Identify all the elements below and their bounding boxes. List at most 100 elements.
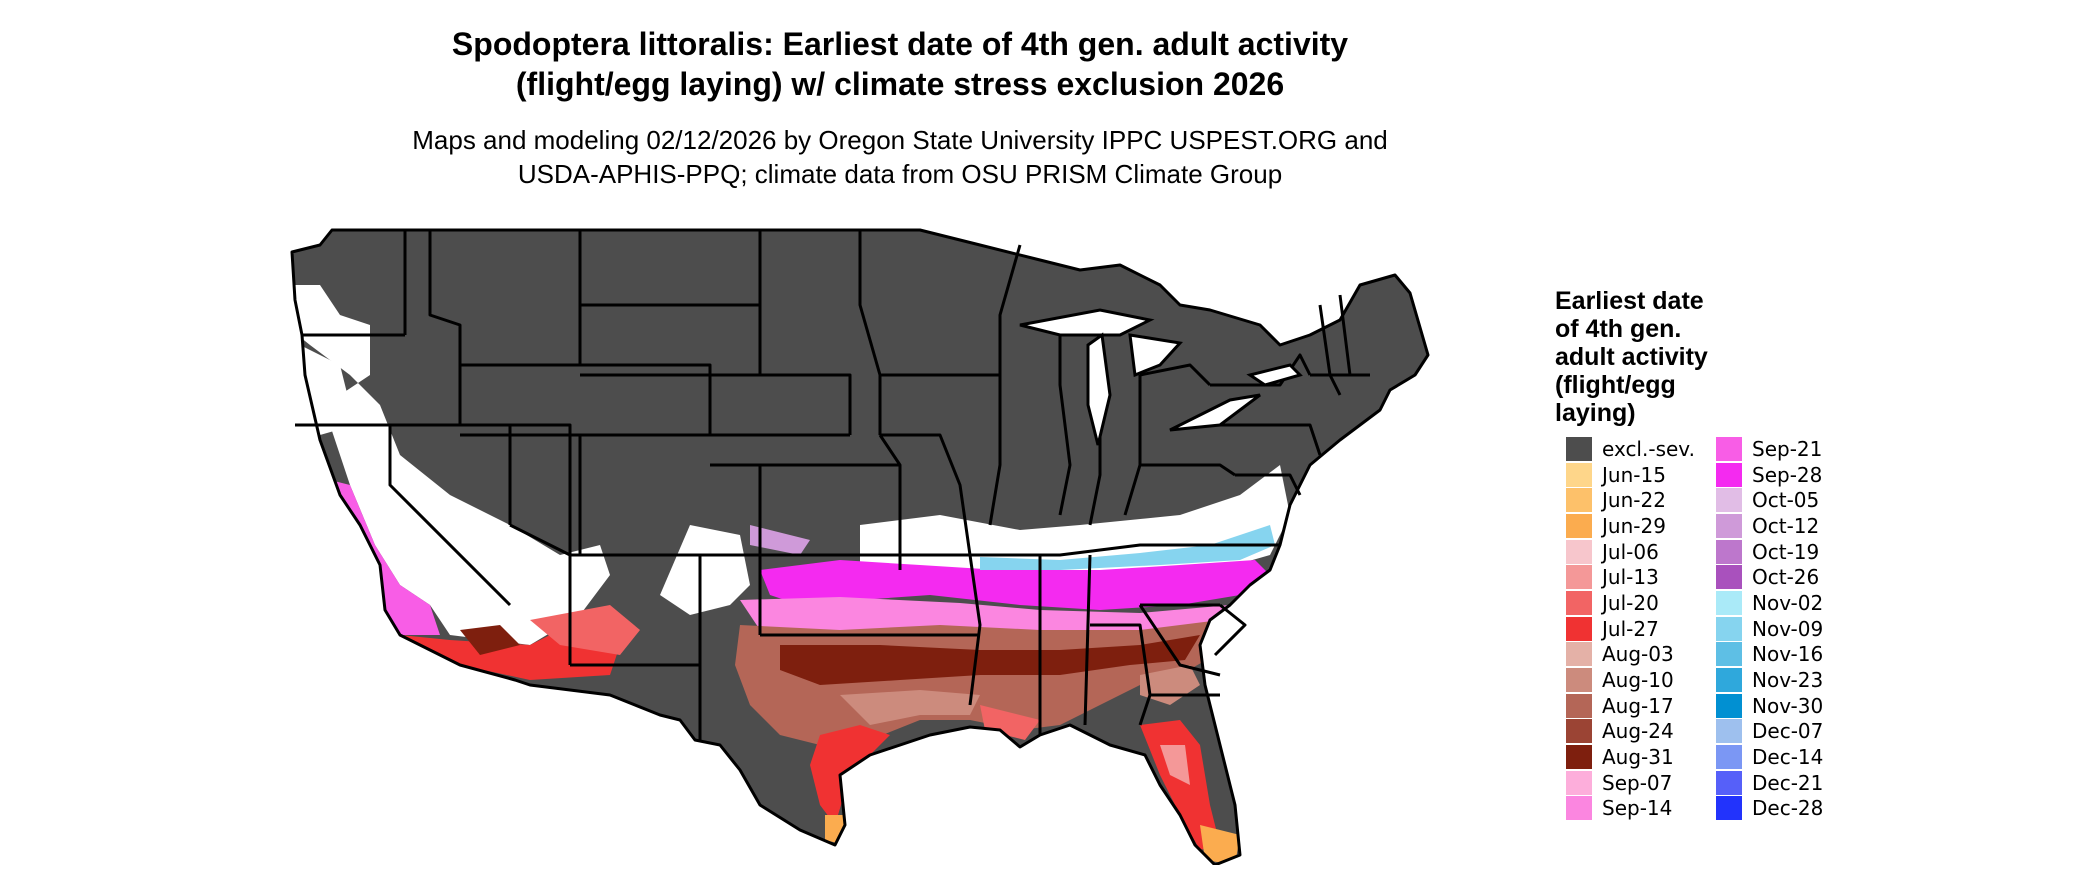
legend-label: Nov-09 (1752, 616, 1824, 641)
legend-swatch (1566, 488, 1592, 513)
legend-label: Jun-15 (1602, 462, 1666, 487)
legend-item: Sep-21 (1716, 436, 1823, 462)
legend-label: Nov-23 (1752, 668, 1824, 693)
legend-label: Sep-28 (1752, 462, 1823, 487)
legend-item: Nov-23 (1716, 667, 1823, 693)
legend-item: Oct-26 (1716, 564, 1823, 590)
legend-swatch (1716, 565, 1742, 590)
state-borders (290, 228, 1430, 865)
legend-label: Aug-24 (1602, 719, 1674, 744)
legend-title: Earliest date of 4th gen. adult activity… (1555, 287, 1745, 427)
map-subtitle-line1: Maps and modeling 02/12/2026 by Oregon S… (412, 125, 1388, 155)
legend-swatch (1566, 796, 1592, 821)
legend-label: Oct-12 (1752, 513, 1820, 538)
legend-label: Nov-16 (1752, 642, 1824, 667)
legend-swatch (1566, 668, 1592, 693)
legend-label: Sep-21 (1752, 436, 1823, 461)
legend-label: Sep-07 (1602, 770, 1673, 795)
legend-swatch (1716, 668, 1742, 693)
legend-title-line: Earliest date (1555, 287, 1704, 315)
legend-swatch (1716, 796, 1742, 821)
map-fill (292, 230, 1428, 865)
legend-item: Aug-17 (1566, 693, 1695, 719)
legend-item: Dec-07 (1716, 719, 1823, 745)
map-title-line2: (flight/egg laying) w/ climate stress ex… (515, 66, 1285, 102)
legend-item: Nov-02 (1716, 590, 1823, 616)
legend-label: Jul-06 (1602, 539, 1659, 564)
legend-item: Oct-05 (1716, 487, 1823, 513)
legend-label: Oct-19 (1752, 539, 1820, 564)
legend-swatch (1716, 616, 1742, 641)
legend-label: Aug-17 (1602, 693, 1674, 718)
legend-item: Dec-14 (1716, 744, 1823, 770)
legend-item: Aug-10 (1566, 667, 1695, 693)
legend-item: Sep-07 (1566, 770, 1695, 796)
legend-label: Dec-14 (1752, 745, 1824, 770)
legend-item: Jul-06 (1566, 539, 1695, 565)
legend-swatch (1566, 565, 1592, 590)
legend-swatch (1566, 462, 1592, 487)
legend-swatch (1566, 693, 1592, 718)
legend-swatch (1566, 719, 1592, 744)
legend-swatch (1716, 539, 1742, 564)
legend-swatch (1716, 745, 1742, 770)
legend-item: Sep-28 (1716, 462, 1823, 488)
legend-label: Oct-26 (1752, 565, 1820, 590)
legend-column-2: Sep-21 Sep-28 Oct-05 Oct-12 Oct-19 Oct-26 Nov-… (1716, 436, 1823, 821)
legend-swatch (1566, 616, 1592, 641)
legend-label: Nov-02 (1752, 590, 1824, 615)
legend-swatch (1566, 436, 1592, 461)
legend-label: Jun-22 (1602, 488, 1666, 513)
legend-label: excl.-sev. (1602, 436, 1695, 461)
legend-title-line: (flight/egg (1555, 371, 1676, 399)
legend-item: Jun-22 (1566, 487, 1695, 513)
legend-title-line: laying) (1555, 399, 1636, 427)
legend-item: Jul-20 (1566, 590, 1695, 616)
legend-item: Dec-28 (1716, 796, 1823, 822)
legend-column-1: excl.-sev. Jun-15 Jun-22 Jun-29 Jul-06 Jul-13… (1566, 436, 1695, 821)
legend-swatch (1716, 513, 1742, 538)
map-title-line1: Spodoptera littoralis: Earliest date of … (451, 26, 1349, 62)
legend-swatch (1716, 693, 1742, 718)
legend-item: Jun-29 (1566, 513, 1695, 539)
legend-label: Nov-30 (1752, 693, 1824, 718)
legend-label: Dec-21 (1752, 770, 1824, 795)
legend-item: Aug-31 (1566, 744, 1695, 770)
legend-swatch (1566, 513, 1592, 538)
legend-item: excl.-sev. (1566, 436, 1695, 462)
legend-swatch (1716, 770, 1742, 795)
legend-item: Nov-30 (1716, 693, 1823, 719)
legend-item: Aug-24 (1566, 719, 1695, 745)
legend-item: Jul-13 (1566, 564, 1695, 590)
legend-label: Aug-03 (1602, 642, 1674, 667)
legend-swatch (1566, 590, 1592, 615)
legend-label: Jun-29 (1602, 513, 1666, 538)
legend-swatch (1566, 745, 1592, 770)
legend-label: Dec-07 (1752, 719, 1824, 744)
legend-label: Sep-14 (1602, 796, 1673, 821)
legend-item: Dec-21 (1716, 770, 1823, 796)
legend-label: Aug-31 (1602, 745, 1674, 770)
legend-swatch (1566, 642, 1592, 667)
us-map (290, 228, 1430, 865)
legend-label: Jul-13 (1602, 565, 1659, 590)
legend-item: Jun-15 (1566, 462, 1695, 488)
legend-label: Dec-28 (1752, 796, 1824, 821)
legend-swatch (1716, 590, 1742, 615)
legend-swatch (1566, 770, 1592, 795)
legend-item: Jul-27 (1566, 616, 1695, 642)
legend-item: Nov-16 (1716, 642, 1823, 668)
legend-title-line: adult activity (1555, 343, 1708, 371)
legend-item: Aug-03 (1566, 642, 1695, 668)
legend-title-line: of 4th gen. (1555, 315, 1682, 343)
legend-swatch (1716, 488, 1742, 513)
legend-swatch (1566, 539, 1592, 564)
legend-label: Aug-10 (1602, 668, 1674, 693)
legend-label: Jul-20 (1602, 590, 1659, 615)
map-subtitle-line2: USDA-APHIS-PPQ; climate data from OSU PR… (517, 159, 1283, 189)
legend-swatch (1716, 436, 1742, 461)
legend-label: Jul-27 (1602, 616, 1659, 641)
legend-label: Oct-05 (1752, 488, 1820, 513)
legend-item: Oct-19 (1716, 539, 1823, 565)
legend-item: Nov-09 (1716, 616, 1823, 642)
